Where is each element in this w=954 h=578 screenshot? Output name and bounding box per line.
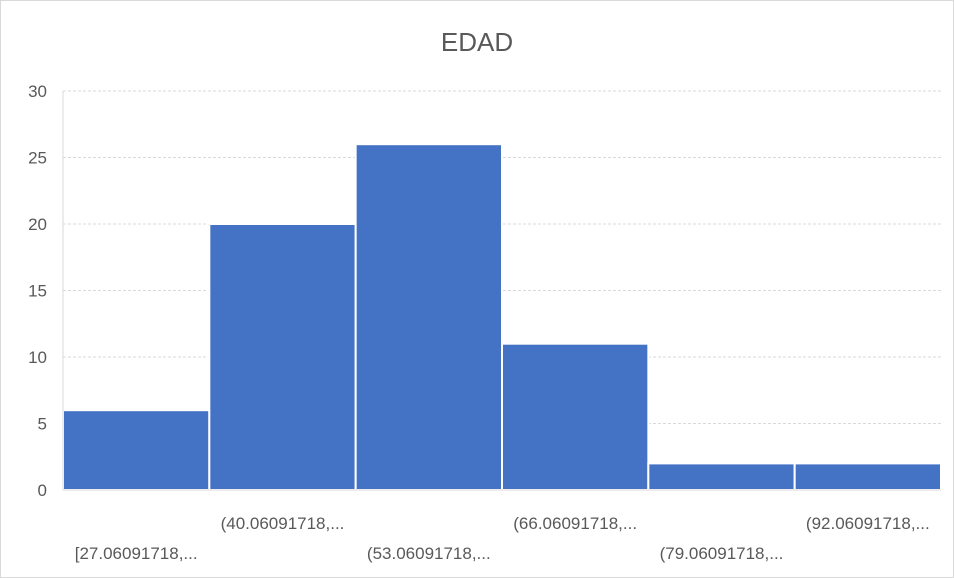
bars bbox=[62, 143, 943, 492]
y-tick-label: 15 bbox=[28, 282, 47, 301]
y-tick-label: 20 bbox=[28, 215, 47, 234]
y-tick-label: 0 bbox=[38, 481, 47, 500]
x-tick-label: (92.06091718,... bbox=[806, 514, 930, 533]
histogram-bar bbox=[793, 462, 943, 491]
axes: 0 5 10 15 20 25 30 [27.06091718,... (40.06091718… bbox=[28, 82, 941, 563]
x-tick-label: [27.06091718,... bbox=[75, 544, 198, 563]
histogram-bar bbox=[647, 462, 796, 491]
x-tick-label: (79.06091718,... bbox=[660, 544, 784, 563]
y-tick-label: 30 bbox=[28, 82, 47, 101]
histogram-bar bbox=[354, 143, 503, 491]
histogram-bar bbox=[62, 409, 211, 492]
y-tick-label: 25 bbox=[28, 149, 47, 168]
x-tick-label: (66.06091718,... bbox=[513, 514, 637, 533]
chart-title: EDAD bbox=[440, 27, 514, 57]
x-tick-label: (40.06091718,... bbox=[221, 514, 345, 533]
histogram-bar bbox=[501, 342, 650, 492]
y-tick-label: 10 bbox=[28, 348, 47, 367]
x-tick-label: (53.06091718,... bbox=[367, 544, 491, 563]
y-tick-label: 5 bbox=[38, 415, 47, 434]
histogram-bar bbox=[208, 223, 357, 491]
